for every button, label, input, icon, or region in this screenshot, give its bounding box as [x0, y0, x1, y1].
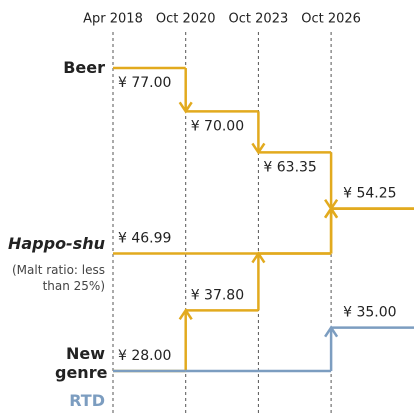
arrow-head — [324, 206, 339, 219]
value-label: ¥ 54.25 — [343, 186, 396, 202]
value-label: ¥ 35.00 — [343, 305, 396, 321]
value-label: ¥ 70.00 — [191, 118, 244, 134]
arrow-head — [178, 101, 193, 114]
x-tick-label: Oct 2020 — [156, 12, 216, 27]
series-label: RTD — [69, 391, 105, 410]
annotation: (Malt ratio: less than 25%) — [12, 263, 105, 293]
x-tick-label: Oct 2026 — [301, 12, 361, 27]
x-tick-label: Apr 2018 — [83, 12, 143, 27]
value-label: ¥ 46.99 — [118, 231, 171, 247]
series-label: Happo-shu — [7, 234, 105, 253]
arrow-head — [251, 251, 266, 264]
value-label: ¥ 37.80 — [191, 287, 244, 303]
arrow-head — [324, 325, 339, 338]
x-tick-label: Oct 2023 — [229, 12, 289, 27]
value-label: ¥ 28.00 — [118, 348, 171, 364]
series-label: Beer — [63, 58, 105, 77]
arrow-head — [251, 142, 266, 155]
value-label: ¥ 77.00 — [118, 75, 171, 91]
series-label: New genre — [55, 344, 108, 382]
value-label: ¥ 63.35 — [263, 159, 316, 175]
arrow-head — [178, 308, 193, 321]
